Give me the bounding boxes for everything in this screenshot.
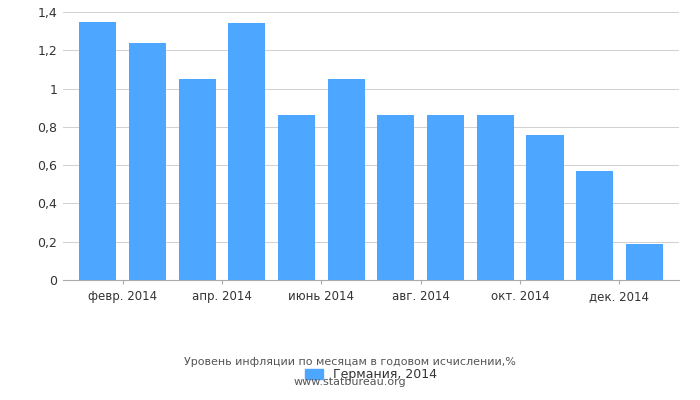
Bar <box>79 22 116 280</box>
Text: Уровень инфляции по месяцам в годовом исчислении,%: Уровень инфляции по месяцам в годовом ис… <box>184 357 516 367</box>
Bar <box>129 43 166 280</box>
Bar <box>377 115 414 280</box>
Bar <box>328 79 365 280</box>
Text: www.statbureau.org: www.statbureau.org <box>294 377 406 387</box>
Bar <box>228 24 265 280</box>
Bar <box>178 79 216 280</box>
Bar <box>526 134 564 280</box>
Bar <box>477 115 514 280</box>
Bar <box>626 244 663 280</box>
Bar <box>278 115 315 280</box>
Bar <box>576 171 613 280</box>
Legend: Германия, 2014: Германия, 2014 <box>300 363 442 386</box>
Bar <box>427 115 464 280</box>
